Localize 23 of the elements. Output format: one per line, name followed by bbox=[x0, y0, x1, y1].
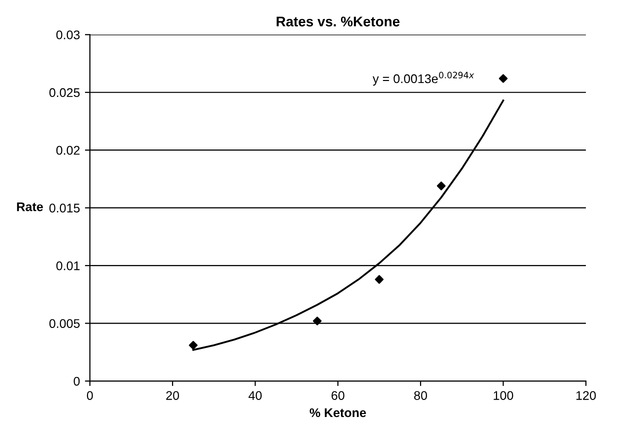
x-tick-label: 40 bbox=[248, 391, 262, 400]
y-tick-label: 0.025 bbox=[49, 88, 80, 98]
y-tick-label: 0.02 bbox=[56, 146, 80, 155]
point bbox=[312, 316, 322, 326]
point bbox=[188, 340, 198, 350]
x-tick-label: 0 bbox=[86, 391, 93, 400]
y-tick-label: 0.015 bbox=[49, 204, 80, 212]
y-tick-label: 0.03 bbox=[56, 30, 80, 40]
point bbox=[374, 275, 384, 284]
y-tick-label: 0 bbox=[74, 376, 80, 386]
chart-title: Rates vs. %Ketone bbox=[276, 16, 400, 26]
y-tick-label: 0.01 bbox=[56, 261, 80, 270]
x-tick-label: 80 bbox=[414, 391, 428, 400]
point bbox=[498, 74, 508, 83]
point bbox=[436, 182, 446, 190]
x-tick-label: 100 bbox=[494, 391, 514, 400]
x-axis-title: % Ketone bbox=[310, 408, 366, 418]
x-tick-label: 60 bbox=[332, 391, 344, 400]
x-tick-label: 20 bbox=[166, 391, 180, 400]
x-tick-label: 120 bbox=[576, 391, 596, 400]
y-axis-title: Rate bbox=[17, 202, 43, 212]
annotation: y = 0.0013e$^{0.0294x}$ bbox=[372, 72, 474, 86]
y-tick-label: 0.005 bbox=[49, 319, 80, 328]
